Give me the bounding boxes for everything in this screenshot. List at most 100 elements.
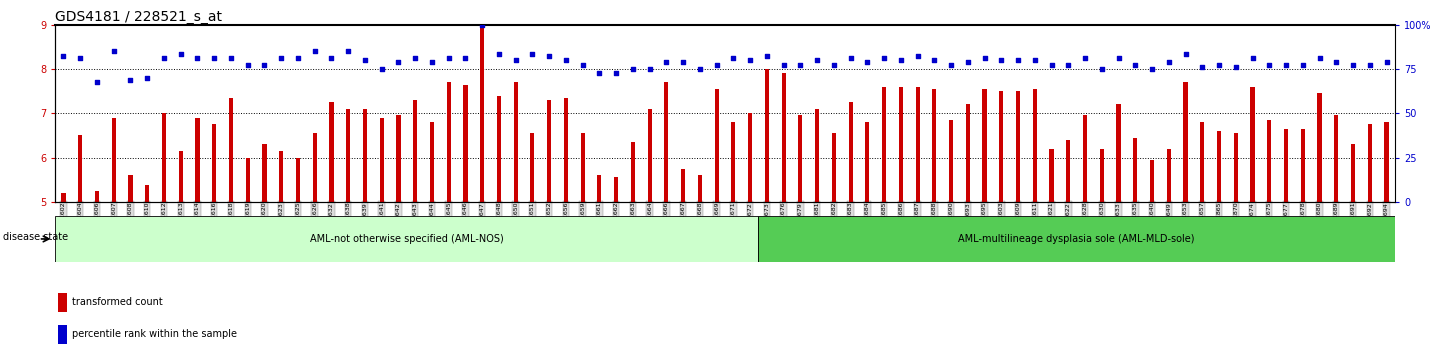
Bar (1099, 149, 1103, 202)
Bar (1134, 138, 1137, 202)
Point (689, 66, 712, 72)
Point (1241, 55, 1264, 61)
Point (1106, 55, 1130, 61)
Point (170, 51, 193, 56)
Bar (413, 100, 418, 202)
Point (705, 62, 728, 68)
Point (436, 55, 460, 61)
Point (252, 62, 276, 68)
Bar (447, 82, 451, 202)
Point (1141, 66, 1164, 72)
Point (840, 55, 863, 61)
Bar (731, 122, 735, 202)
Bar (1283, 129, 1288, 202)
Point (186, 55, 209, 61)
Bar (1367, 124, 1372, 202)
Text: disease state: disease state (3, 232, 68, 242)
Point (521, 51, 544, 56)
Bar (948, 120, 953, 202)
Point (587, 71, 610, 76)
Point (1341, 62, 1364, 68)
Bar (94, 191, 99, 202)
Point (1024, 57, 1047, 63)
Point (1275, 62, 1298, 68)
Bar (329, 102, 334, 202)
Point (722, 55, 745, 61)
Bar (1032, 89, 1037, 202)
Point (487, 51, 510, 56)
Bar (764, 69, 769, 202)
Bar (1234, 133, 1238, 202)
Point (86, 80, 109, 85)
Point (286, 55, 309, 61)
Bar (262, 144, 267, 202)
Point (471, 22, 494, 28)
Bar (1167, 149, 1172, 202)
Bar (129, 175, 132, 202)
Point (554, 57, 577, 63)
Point (68, 55, 91, 61)
Point (102, 48, 125, 54)
Point (370, 66, 393, 72)
Bar (648, 109, 651, 202)
Text: percentile rank within the sample: percentile rank within the sample (72, 329, 238, 339)
Point (454, 55, 477, 61)
Bar (162, 113, 167, 202)
Point (236, 62, 260, 68)
Point (1157, 59, 1180, 65)
Bar (429, 122, 434, 202)
Bar (1050, 149, 1054, 202)
Bar (178, 151, 183, 202)
Bar (866, 122, 870, 202)
Bar (832, 133, 837, 202)
Bar (464, 85, 467, 202)
Bar (380, 118, 384, 202)
Bar (229, 98, 233, 202)
Point (973, 55, 996, 61)
Point (203, 55, 226, 61)
Bar (1016, 91, 1021, 202)
Text: AML-not otherwise specified (AML-NOS): AML-not otherwise specified (AML-NOS) (310, 234, 503, 244)
Bar (1351, 144, 1356, 202)
Point (1073, 55, 1096, 61)
Bar (748, 113, 753, 202)
Bar (58, 293, 67, 312)
Point (336, 48, 360, 54)
Bar (715, 89, 719, 202)
Point (1057, 62, 1080, 68)
Point (638, 66, 661, 72)
Bar (112, 118, 116, 202)
Bar (531, 133, 535, 202)
Bar (664, 82, 668, 202)
Point (671, 59, 695, 65)
Bar (758, 216, 1395, 262)
Bar (1183, 82, 1188, 202)
Bar (1385, 122, 1389, 202)
Bar (613, 177, 618, 202)
Bar (212, 124, 216, 202)
Point (505, 57, 528, 63)
Bar (799, 115, 802, 202)
Bar (1318, 93, 1321, 202)
Bar (1116, 104, 1121, 202)
Point (856, 59, 879, 65)
Bar (1334, 115, 1338, 202)
Point (320, 55, 344, 61)
Bar (1066, 140, 1070, 202)
Point (571, 62, 594, 68)
Point (303, 48, 326, 54)
Point (1257, 62, 1280, 68)
Point (538, 53, 561, 58)
Bar (347, 109, 351, 202)
Point (1375, 59, 1398, 65)
Point (1325, 59, 1348, 65)
Bar (313, 133, 316, 202)
Point (52, 53, 75, 58)
Bar (999, 91, 1003, 202)
Bar (1250, 87, 1254, 202)
Point (940, 62, 963, 68)
Point (152, 55, 175, 61)
Point (621, 66, 644, 72)
Point (387, 59, 410, 65)
Point (1006, 57, 1030, 63)
